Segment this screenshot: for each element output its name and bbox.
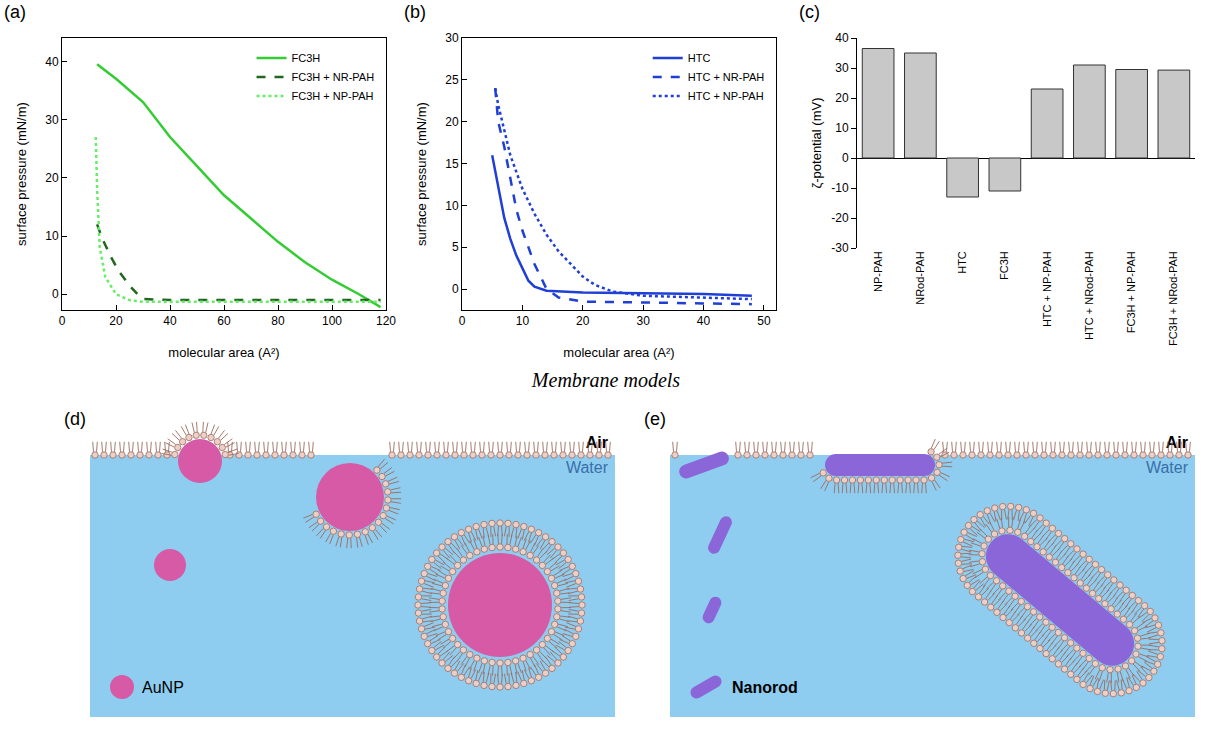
svg-text:ζ-potential (mV): ζ-potential (mV)	[809, 98, 824, 189]
svg-text:10: 10	[516, 314, 530, 328]
svg-text:HTC + NP-PAH: HTC + NP-PAH	[688, 90, 764, 102]
svg-text:20: 20	[45, 171, 59, 185]
svg-text:-10: -10	[831, 181, 849, 195]
svg-text:25: 25	[445, 73, 459, 87]
svg-text:60: 60	[217, 314, 231, 328]
svg-text:surface pressure (mN/m): surface pressure (mN/m)	[414, 102, 429, 246]
svg-text:FC3H: FC3H	[292, 52, 321, 64]
svg-text:molecular area (A²): molecular area (A²)	[563, 345, 674, 360]
svg-text:100: 100	[322, 314, 342, 328]
svg-text:surface pressure (mN/m): surface pressure (mN/m)	[14, 102, 29, 246]
svg-text:20: 20	[835, 91, 849, 105]
svg-text:0: 0	[59, 314, 66, 328]
svg-text:80: 80	[271, 314, 285, 328]
svg-text:(a): (a)	[4, 2, 26, 22]
svg-text:5: 5	[452, 240, 459, 254]
svg-text:FC3H: FC3H	[998, 251, 1010, 280]
svg-text:40: 40	[835, 31, 849, 45]
svg-text:20: 20	[109, 314, 123, 328]
svg-text:NRod-PAH: NRod-PAH	[914, 251, 926, 305]
svg-text:FC3H + NP-PAH: FC3H + NP-PAH	[1125, 251, 1137, 333]
svg-text:20: 20	[445, 115, 459, 129]
svg-text:(d): (d)	[64, 409, 86, 429]
svg-text:FC3H + NR-PAH: FC3H + NR-PAH	[292, 71, 375, 83]
svg-text:50: 50	[757, 314, 771, 328]
svg-text:10: 10	[445, 199, 459, 213]
svg-text:HTC: HTC	[956, 251, 968, 274]
svg-text:0: 0	[459, 314, 466, 328]
svg-text:Nanorod: Nanorod	[732, 679, 798, 696]
svg-text:40: 40	[697, 314, 711, 328]
svg-text:0: 0	[52, 287, 59, 301]
svg-text:NP-PAH: NP-PAH	[872, 251, 884, 292]
svg-text:AuNP: AuNP	[142, 679, 184, 696]
svg-text:(e): (e)	[644, 409, 666, 429]
svg-text:10: 10	[835, 121, 849, 135]
svg-text:HTC + NR-PAH: HTC + NR-PAH	[688, 71, 765, 83]
svg-text:-20: -20	[831, 211, 849, 225]
svg-text:30: 30	[445, 31, 459, 45]
svg-text:HTC: HTC	[688, 52, 711, 64]
svg-text:10: 10	[45, 229, 59, 243]
svg-text:FC3H + NRod-PAH: FC3H + NRod-PAH	[1167, 251, 1179, 346]
svg-text:Water: Water	[1146, 459, 1189, 476]
svg-text:HTC + NRod-PAH: HTC + NRod-PAH	[1083, 251, 1095, 340]
svg-text:120: 120	[376, 314, 396, 328]
svg-text:FC3H + NP-PAH: FC3H + NP-PAH	[292, 90, 374, 102]
svg-text:40: 40	[45, 55, 59, 69]
svg-text:0: 0	[842, 151, 849, 165]
svg-text:40: 40	[163, 314, 177, 328]
svg-text:30: 30	[45, 113, 59, 127]
svg-text:(c): (c)	[799, 2, 820, 22]
svg-text:Air: Air	[1166, 434, 1188, 451]
svg-text:30: 30	[636, 314, 650, 328]
svg-text:molecular area (A²): molecular area (A²)	[168, 345, 279, 360]
svg-text:-30: -30	[831, 241, 849, 255]
svg-text:20: 20	[576, 314, 590, 328]
svg-text:15: 15	[445, 157, 459, 171]
svg-text:(b): (b)	[404, 2, 426, 22]
svg-text:Water: Water	[566, 459, 609, 476]
svg-text:HTC + NP-PAH: HTC + NP-PAH	[1041, 251, 1053, 327]
svg-text:30: 30	[835, 61, 849, 75]
svg-text:Air: Air	[586, 434, 608, 451]
svg-text:0: 0	[452, 282, 459, 296]
svg-text:Membrane models: Membrane models	[531, 369, 681, 391]
